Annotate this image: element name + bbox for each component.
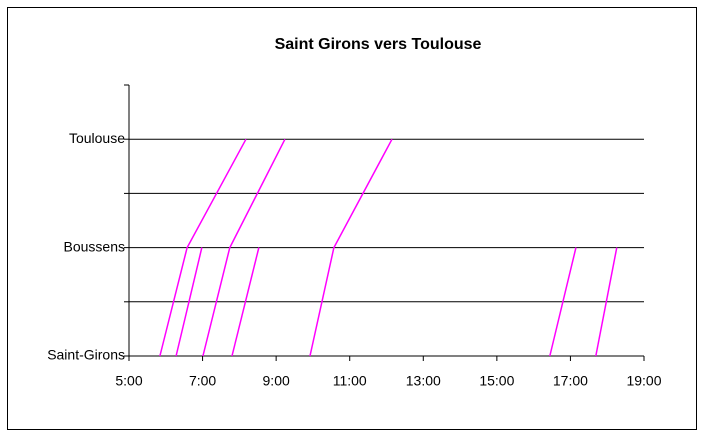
x-tick-label: 5:00 bbox=[115, 373, 142, 389]
train-line bbox=[231, 247, 260, 357]
chart-border bbox=[7, 7, 697, 430]
train-line bbox=[175, 247, 203, 357]
y-tick-label: Saint-Girons bbox=[47, 347, 125, 363]
chart-title: Saint Girons vers Toulouse bbox=[275, 36, 482, 53]
train-line bbox=[159, 138, 247, 357]
x-tick-label: 19:00 bbox=[626, 373, 661, 389]
train-line bbox=[595, 247, 618, 357]
train-line bbox=[202, 138, 286, 357]
x-tick-label: 17:00 bbox=[553, 373, 588, 389]
train-line bbox=[549, 247, 577, 357]
x-tick-label: 7:00 bbox=[189, 373, 216, 389]
train-line bbox=[309, 138, 393, 357]
x-tick-label: 15:00 bbox=[479, 373, 514, 389]
y-tick-label: Toulouse bbox=[69, 130, 125, 146]
x-tick-label: 11:00 bbox=[333, 373, 367, 389]
y-tick-label: Boussens bbox=[64, 238, 125, 254]
x-tick-label: 9:00 bbox=[263, 373, 290, 389]
x-tick-label: 13:00 bbox=[406, 373, 441, 389]
